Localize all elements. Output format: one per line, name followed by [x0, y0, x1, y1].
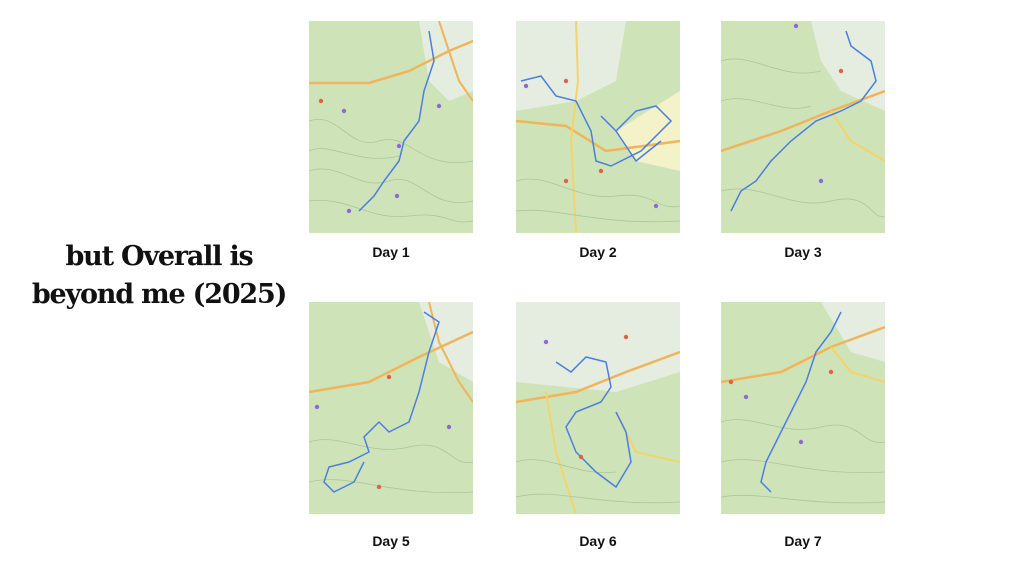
day-6-label: Day 6	[579, 533, 617, 549]
headline-line-2: beyond me (2025)	[31, 279, 288, 310]
day-3-label: Day 3	[784, 244, 822, 260]
map-day-6	[516, 302, 680, 514]
headline-line-1: but Overall is	[65, 241, 253, 272]
day-5-label: Day 5	[372, 533, 410, 549]
day-2-label: Day 2	[579, 244, 617, 260]
map-day-3	[721, 21, 885, 233]
day-1-label: Day 1	[372, 244, 410, 260]
map-day-7	[721, 302, 885, 514]
map-day-2	[516, 21, 680, 233]
day-7-label: Day 7	[784, 533, 822, 549]
slide-headline: but Overall is beyond me (2025)	[20, 238, 298, 314]
map-day-1	[309, 21, 473, 233]
map-day-5	[309, 302, 473, 514]
